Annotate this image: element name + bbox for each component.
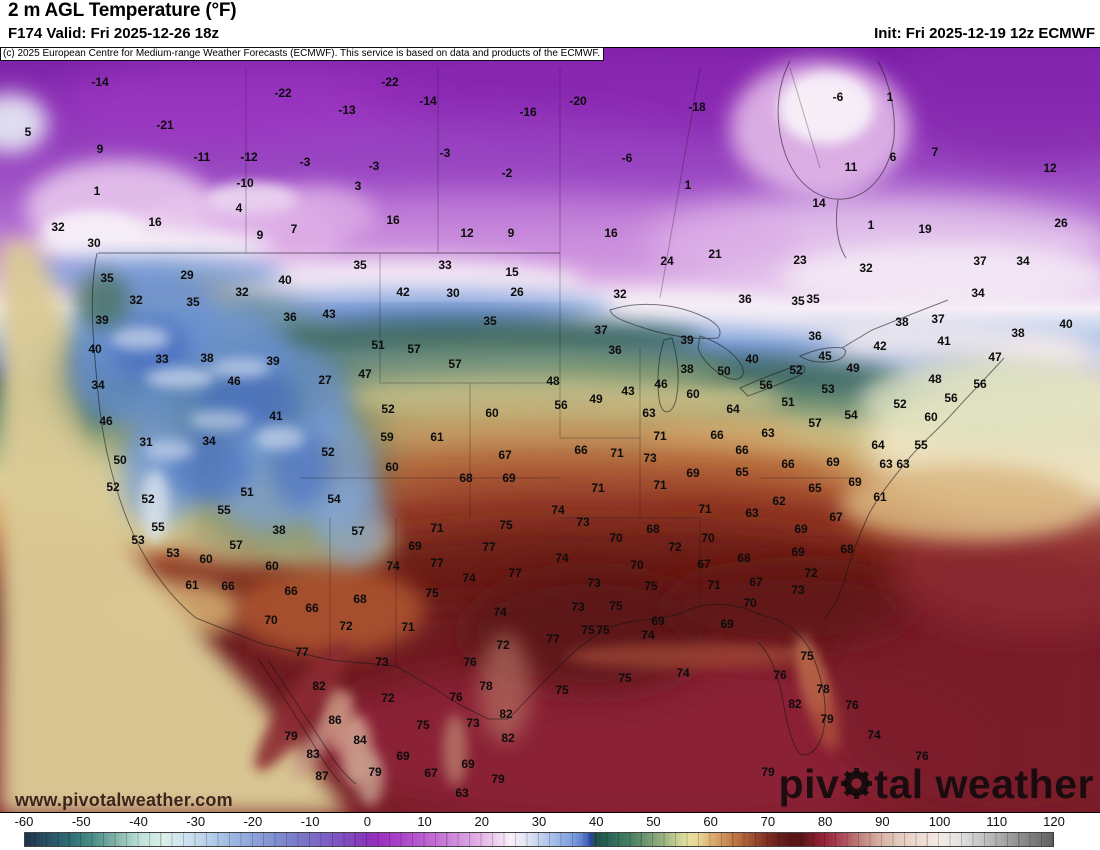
brand-watermark: piv tal weather <box>779 762 1094 807</box>
colorbar-tick: 0 <box>363 814 371 829</box>
colorbar-gradient <box>24 832 1054 847</box>
brand-text-left: piv <box>778 761 840 807</box>
copyright-strip: (c) 2025 European Centre for Medium-rang… <box>0 47 605 61</box>
colorbar-tick: 40 <box>588 814 604 829</box>
colorbar-tick: 30 <box>531 814 547 829</box>
temperature-map <box>0 47 1100 813</box>
colorbar-tick: 70 <box>760 814 776 829</box>
colorbar-tick: -50 <box>71 814 91 829</box>
colorbar-tick: -20 <box>243 814 263 829</box>
colorbar-tick: 90 <box>875 814 890 829</box>
temperature-field <box>0 48 1100 812</box>
page-title: 2 m AGL Temperature (°F) <box>8 0 237 21</box>
brand-text-right: tal weather <box>874 761 1094 807</box>
colorbar-track: -60 -50 -40 -30 -20 -10 0 10 20 30 40 50 60 70 80 90 100… <box>15 813 1065 850</box>
watermark-url: www.pivotalweather.com <box>15 790 233 810</box>
init-time: Init: Fri 2025-12-19 12z ECMWF <box>874 25 1095 42</box>
colorbar-tick: 80 <box>817 814 833 829</box>
colorbar-footer: -60 -50 -40 -30 -20 -10 0 10 20 30 40 50 60 70 80 90 100… <box>0 813 1100 850</box>
colorbar-tick: -30 <box>186 814 206 829</box>
valid-time: F174 Valid: Fri 2025-12-26 18z <box>8 25 219 42</box>
gear-icon <box>840 766 873 807</box>
colorbar-segments <box>24 832 1054 847</box>
colorbar-tick: 50 <box>646 814 661 829</box>
colorbar-tick: 60 <box>703 814 718 829</box>
colorbar-tick: 20 <box>474 814 489 829</box>
colorbar-tick: 120 <box>1043 814 1065 829</box>
colorbar-tick: 100 <box>928 814 951 829</box>
map-borders <box>91 60 1005 785</box>
colorbar-tick: -10 <box>300 814 320 829</box>
colorbar-tick: 110 <box>986 814 1008 829</box>
header: 2 m AGL Temperature (°F) F174 Valid: Fri… <box>0 0 1100 47</box>
colorbar-tick: 10 <box>417 814 432 829</box>
colorbar-tick: -60 <box>14 814 34 829</box>
colorbar-tick: -40 <box>129 814 148 829</box>
